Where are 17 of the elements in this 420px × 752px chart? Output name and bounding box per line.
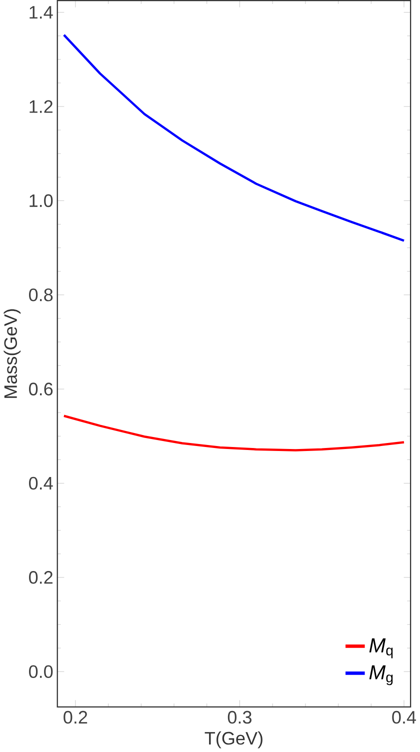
y-tick-label: 0.2 <box>28 571 52 584</box>
x-axis-title: T(GeV) <box>204 731 262 748</box>
legend-label: M$_{g}$ <box>369 665 392 686</box>
y-tick-label: 0.6 <box>28 382 52 396</box>
x-tick-label: 0.2 <box>63 710 87 724</box>
y-tick-label: 0.4 <box>28 476 53 490</box>
legend-label: M$_{q}$ <box>369 638 392 658</box>
line-series <box>62 414 405 452</box>
line-series <box>62 34 405 242</box>
y-axis-title: Mass(GeV) <box>4 309 20 398</box>
y-tick-label: 0.0 <box>28 665 53 678</box>
y-tick-label: 0.8 <box>28 288 52 302</box>
x-tick-label: 0.3 <box>228 710 252 724</box>
y-tick-label: 1.2 <box>30 100 52 113</box>
y-tick-label: 1.4 <box>30 6 53 19</box>
x-tick-label: 0.4 <box>392 710 416 724</box>
y-tick-label: 1.0 <box>30 194 53 208</box>
